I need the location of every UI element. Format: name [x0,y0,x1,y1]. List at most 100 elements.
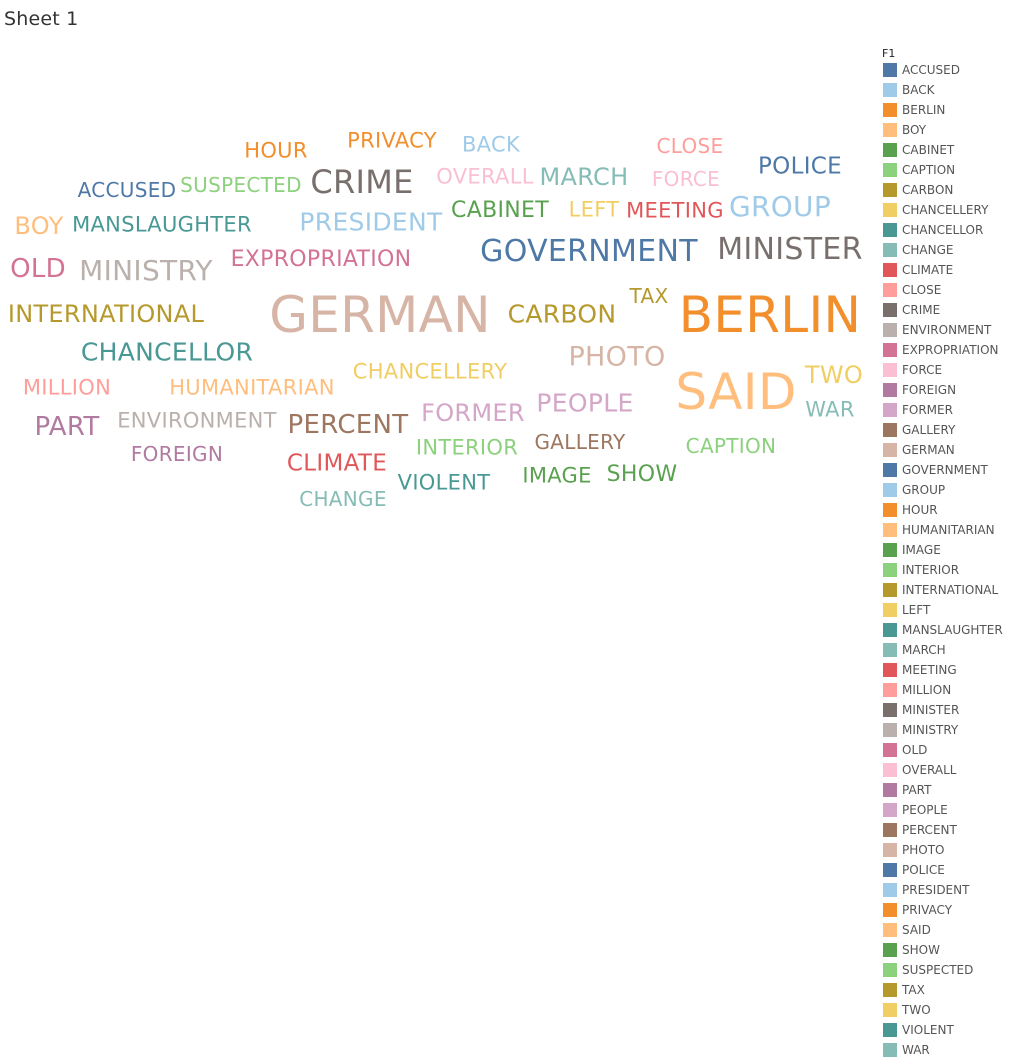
legend-item-part[interactable]: PART [882,780,1018,800]
legend-item-suspected[interactable]: SUSPECTED [882,960,1018,980]
legend-item-ministry[interactable]: MINISTRY [882,720,1018,740]
legend-item-manslaughter[interactable]: MANSLAUGHTER [882,620,1018,640]
legend-item-left[interactable]: LEFT [882,600,1018,620]
word-climate[interactable]: CLIMATE [286,450,388,477]
legend-item-boy[interactable]: BOY [882,120,1018,140]
word-former[interactable]: FORMER [421,399,525,427]
word-close[interactable]: CLOSE [656,134,724,158]
legend-item-photo[interactable]: PHOTO [882,840,1018,860]
legend-item-group[interactable]: GROUP [882,480,1018,500]
word-president[interactable]: PRESIDENT [299,207,443,237]
word-minister[interactable]: MINISTER [717,232,863,267]
word-humanitarian[interactable]: HUMANITARIAN [169,375,335,400]
legend-item-hour[interactable]: HOUR [882,500,1018,520]
word-privacy[interactable]: PRIVACY [347,128,437,153]
word-police[interactable]: POLICE [758,153,842,180]
legend-item-expropriation[interactable]: EXPROPRIATION [882,340,1018,360]
word-two[interactable]: TWO [804,361,864,389]
word-people[interactable]: PEOPLE [536,388,634,418]
word-change[interactable]: CHANGE [299,487,387,511]
legend-item-minister[interactable]: MINISTER [882,700,1018,720]
legend-item-berlin[interactable]: BERLIN [882,100,1018,120]
word-hour[interactable]: HOUR [244,138,308,163]
legend-item-police[interactable]: POLICE [882,860,1018,880]
word-meeting[interactable]: MEETING [626,198,724,223]
legend-item-overall[interactable]: OVERALL [882,760,1018,780]
word-overall[interactable]: OVERALL [436,164,534,189]
word-chancellor[interactable]: CHANCELLOR [80,337,254,367]
word-suspected[interactable]: SUSPECTED [180,173,302,197]
word-accused[interactable]: ACCUSED [77,178,177,202]
legend-item-crime[interactable]: CRIME [882,300,1018,320]
legend-item-close[interactable]: CLOSE [882,280,1018,300]
legend-item-march[interactable]: MARCH [882,640,1018,660]
legend-item-chancellor[interactable]: CHANCELLOR [882,220,1018,240]
legend-item-carbon[interactable]: CARBON [882,180,1018,200]
legend-item-humanitarian[interactable]: HUMANITARIAN [882,520,1018,540]
legend-item-tax[interactable]: TAX [882,980,1018,1000]
word-cabinet[interactable]: CABINET [451,198,549,223]
legend-item-president[interactable]: PRESIDENT [882,880,1018,900]
legend-item-violent[interactable]: VIOLENT [882,1020,1018,1040]
word-back[interactable]: BACK [461,132,521,157]
word-show[interactable]: SHOW [606,462,678,487]
legend-item-interior[interactable]: INTERIOR [882,560,1018,580]
legend-item-foreign[interactable]: FOREIGN [882,380,1018,400]
legend-item-international[interactable]: INTERNATIONAL [882,580,1018,600]
word-march[interactable]: MARCH [539,163,629,191]
word-crime[interactable]: CRIME [310,163,414,201]
legend-item-force[interactable]: FORCE [882,360,1018,380]
legend-item-government[interactable]: GOVERNMENT [882,460,1018,480]
word-photo[interactable]: PHOTO [568,341,666,373]
word-chancellery[interactable]: CHANCELLERY [352,359,508,384]
word-tax[interactable]: TAX [629,284,669,308]
word-gallery[interactable]: GALLERY [534,430,626,454]
legend-item-change[interactable]: CHANGE [882,240,1018,260]
word-expropriation[interactable]: EXPROPRIATION [230,247,412,272]
word-violent[interactable]: VIOLENT [397,470,491,495]
legend-item-show[interactable]: SHOW [882,940,1018,960]
legend-item-accused[interactable]: ACCUSED [882,60,1018,80]
legend-item-war[interactable]: WAR [882,1040,1018,1060]
word-million[interactable]: MILLION [22,375,112,400]
legend-item-said[interactable]: SAID [882,920,1018,940]
legend-item-old[interactable]: OLD [882,740,1018,760]
legend-item-back[interactable]: BACK [882,80,1018,100]
word-environment[interactable]: ENVIRONMENT [117,408,277,433]
legend-item-former[interactable]: FORMER [882,400,1018,420]
word-said[interactable]: SAID [675,363,797,421]
word-manslaughter[interactable]: MANSLAUGHTER [72,212,252,237]
legend-item-two[interactable]: TWO [882,1000,1018,1020]
word-foreign[interactable]: FOREIGN [130,442,224,466]
legend-item-environment[interactable]: ENVIRONMENT [882,320,1018,340]
legend-item-chancellery[interactable]: CHANCELLERY [882,200,1018,220]
word-government[interactable]: GOVERNMENT [480,234,698,269]
word-percent[interactable]: PERCENT [287,410,409,440]
word-berlin[interactable]: BERLIN [678,286,862,344]
legend-item-percent[interactable]: PERCENT [882,820,1018,840]
legend-item-image[interactable]: IMAGE [882,540,1018,560]
word-group[interactable]: GROUP [728,190,832,223]
word-international[interactable]: INTERNATIONAL [7,300,205,328]
word-boy[interactable]: BOY [14,212,64,240]
word-caption[interactable]: CAPTION [685,434,777,458]
word-part[interactable]: PART [34,412,100,442]
word-force[interactable]: FORCE [651,167,721,191]
word-old[interactable]: OLD [10,254,66,284]
legend-item-cabinet[interactable]: CABINET [882,140,1018,160]
legend-item-people[interactable]: PEOPLE [882,800,1018,820]
legend-item-meeting[interactable]: MEETING [882,660,1018,680]
legend-item-gallery[interactable]: GALLERY [882,420,1018,440]
word-carbon[interactable]: CARBON [507,299,617,329]
word-image[interactable]: IMAGE [522,463,592,488]
legend-item-climate[interactable]: CLIMATE [882,260,1018,280]
word-interior[interactable]: INTERIOR [415,435,519,460]
legend-item-german[interactable]: GERMAN [882,440,1018,460]
word-left[interactable]: LEFT [568,197,620,222]
legend-item-million[interactable]: MILLION [882,680,1018,700]
word-german[interactable]: GERMAN [269,286,491,344]
word-war[interactable]: WAR [805,397,855,422]
legend-item-privacy[interactable]: PRIVACY [882,900,1018,920]
legend-item-caption[interactable]: CAPTION [882,160,1018,180]
word-ministry[interactable]: MINISTRY [79,254,213,287]
